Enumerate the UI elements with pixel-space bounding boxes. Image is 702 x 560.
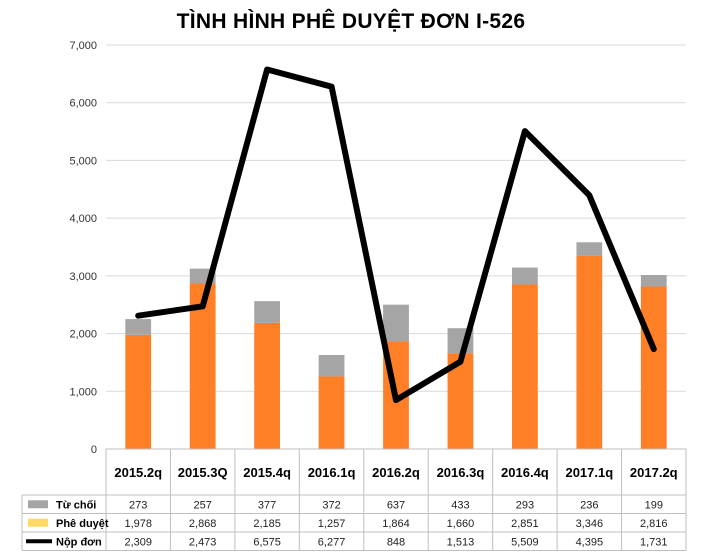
chart-title: TÌNH HÌNH PHÊ DUYỆT ĐƠN I-526 <box>176 10 526 33</box>
data-label: 1,978 <box>124 518 152 530</box>
bar-phe-duyet <box>640 286 667 449</box>
bar-tu-choi <box>254 301 280 323</box>
y-tick-label: 2,000 <box>69 329 97 341</box>
x-tick-label: 2015.4q <box>243 465 291 480</box>
data-label: 199 <box>645 499 663 511</box>
bar-phe-duyet <box>254 322 280 449</box>
data-label: 1,864 <box>382 518 410 530</box>
bar-tu-choi <box>576 242 603 256</box>
y-tick-label: 4,000 <box>69 213 97 225</box>
data-label: 2,309 <box>124 536 152 548</box>
data-label: 273 <box>129 499 147 511</box>
x-tick-label: 2015.3Q <box>178 465 228 480</box>
bar-tu-choi <box>640 274 667 287</box>
data-label: 2,868 <box>189 518 217 530</box>
data-label: 257 <box>193 499 211 511</box>
data-label: 1,731 <box>640 536 668 548</box>
data-label: 2,185 <box>253 518 281 530</box>
y-tick-label: 0 <box>91 444 97 456</box>
y-tick-label: 1,000 <box>69 386 97 398</box>
data-label: 372 <box>322 499 340 511</box>
x-tick-label: 2017.1q <box>565 465 613 480</box>
data-label: 2,816 <box>640 518 668 530</box>
bar-phe-duyet <box>576 255 603 449</box>
bar-phe-duyet <box>512 284 538 449</box>
data-label: 2,851 <box>511 518 539 530</box>
data-label: 293 <box>516 499 534 511</box>
bar-tu-choi <box>318 354 345 377</box>
bar-phe-duyet <box>318 376 345 449</box>
legend-key-box <box>28 500 48 509</box>
line-nop-don <box>135 66 657 404</box>
bar-tu-choi <box>125 319 152 335</box>
x-tick-label: 2016.2q <box>372 465 420 480</box>
y-tick-label: 3,000 <box>69 271 97 283</box>
data-label: 848 <box>387 536 405 548</box>
data-label: 433 <box>451 499 469 511</box>
data-label: 6,277 <box>318 536 346 548</box>
legend-label: Nộp đơn <box>56 536 102 548</box>
bar-phe-duyet <box>125 334 152 449</box>
data-label: 2,473 <box>189 536 217 548</box>
x-tick-label: 2016.3q <box>437 465 485 480</box>
y-tick-label: 6,000 <box>69 98 97 110</box>
data-label: 1,513 <box>447 536 475 548</box>
legend-label: Phê duyệt <box>56 518 109 530</box>
data-label: 637 <box>387 499 405 511</box>
x-tick-label: 2015.2q <box>114 465 162 480</box>
data-label: 236 <box>580 499 598 511</box>
y-tick-label: 5,000 <box>69 155 97 167</box>
data-label: 1,660 <box>447 518 475 530</box>
legend-label: Từ chối <box>56 499 96 511</box>
bar-tu-choi <box>512 267 538 285</box>
data-label: 4,395 <box>576 536 604 548</box>
data-label: 6,575 <box>253 536 281 548</box>
bar-tu-choi <box>383 304 409 342</box>
data-label: 1,257 <box>318 518 346 530</box>
x-tick-label: 2016.4q <box>501 465 549 480</box>
data-label: 5,509 <box>511 536 539 548</box>
x-tick-label: 2016.1q <box>308 465 356 480</box>
data-label: 3,346 <box>576 518 604 530</box>
data-label: 377 <box>258 499 276 511</box>
legend-key-box <box>28 518 48 527</box>
x-tick-label: 2017.2q <box>630 465 678 480</box>
bar-phe-duyet <box>189 283 216 449</box>
y-tick-label: 7,000 <box>69 40 97 52</box>
